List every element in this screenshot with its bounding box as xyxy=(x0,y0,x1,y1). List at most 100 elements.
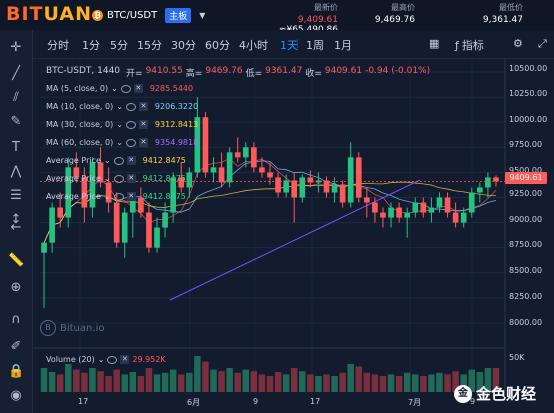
close-icon[interactable]: ✕ xyxy=(133,84,143,93)
fullscreen-icon[interactable]: ⤢ xyxy=(538,37,547,50)
chevron-down-icon[interactable]: ⌄ xyxy=(97,355,105,364)
close-icon[interactable]: ✕ xyxy=(138,120,148,129)
brand-logo[interactable]: BITUAN xyxy=(6,3,92,25)
eye-icon[interactable] xyxy=(125,120,136,129)
close-icon[interactable]: ✕ xyxy=(138,138,148,147)
measure-icon[interactable]: ↕ xyxy=(10,212,22,227)
ma-line-60 xyxy=(169,179,421,301)
divider xyxy=(297,39,298,50)
eye-icon[interactable] xyxy=(113,156,124,165)
ruler-icon[interactable]: 📏 xyxy=(8,253,25,268)
volume-bar xyxy=(266,376,274,392)
pencil-icon[interactable]: ✎ xyxy=(10,114,22,129)
candle-body xyxy=(396,207,402,218)
chevron-down-icon[interactable]: ⌄ xyxy=(111,84,118,93)
eye-icon[interactable] xyxy=(113,192,124,201)
legend-avg1[interactable]: Average Price ⌄ ✕ 9412.8475 xyxy=(46,156,186,165)
volume-bar xyxy=(161,372,169,392)
legend-ma30[interactable]: MA (30, close, 0) ⌄ ✕ 9312.8413 xyxy=(46,120,198,129)
symbol-label: BTC-USDT, 1440 xyxy=(46,66,121,76)
tf-15min[interactable]: 15分 xyxy=(137,39,162,52)
close-icon[interactable]: ✕ xyxy=(138,102,148,111)
volume-legend[interactable]: Volume (20) ⌄ ✕ 29.952K xyxy=(46,355,166,364)
open-label: 开= xyxy=(126,69,143,79)
pair-selector[interactable]: ₿ BTC/USDT 主板 ▼ xyxy=(92,8,205,23)
candle-body xyxy=(41,242,47,253)
candle-body xyxy=(65,167,72,218)
eye-icon[interactable] xyxy=(113,174,124,183)
tf-30min[interactable]: 30分 xyxy=(171,39,196,52)
candle-body xyxy=(81,177,88,208)
volume-bar xyxy=(290,368,298,392)
price-tick: 9750.00 xyxy=(509,140,543,149)
tf-5min[interactable]: 5分 xyxy=(110,39,128,52)
chart-type-icon[interactable]: ▦ xyxy=(429,37,440,50)
chevron-down-icon[interactable]: ⌄ xyxy=(103,174,111,183)
text-icon[interactable]: T xyxy=(12,140,20,155)
fib-icon[interactable]: ☰ xyxy=(10,188,22,203)
tf-4h[interactable]: 4小时 xyxy=(239,39,268,52)
close-icon[interactable]: ✕ xyxy=(126,174,136,183)
tf-1d[interactable]: 1天 xyxy=(280,39,298,52)
eye-icon[interactable] xyxy=(125,138,136,147)
close-icon[interactable]: ✕ xyxy=(126,192,136,201)
magnet-icon[interactable]: ∩ xyxy=(11,312,21,327)
volume-bar xyxy=(65,364,72,392)
open-value: 9410.55 xyxy=(145,66,183,76)
legend-ma5[interactable]: MA (5, close, 0) ⌄ ✕ 9285.5440 xyxy=(46,84,193,93)
candle-body xyxy=(460,212,467,223)
candle-body xyxy=(485,177,491,188)
trendline-icon[interactable]: ╱ xyxy=(12,66,20,81)
low-label: 低= xyxy=(245,69,263,79)
close-icon[interactable]: ✕ xyxy=(126,156,136,165)
high-value: 9469.76 xyxy=(205,66,243,76)
chevron-down-icon[interactable]: ⌄ xyxy=(116,120,123,129)
pattern-icon[interactable]: ⋀ xyxy=(10,164,22,179)
candle-body xyxy=(331,184,338,193)
eye-icon[interactable] xyxy=(120,84,131,93)
legend-ma60[interactable]: MA (60, close, 0) ⌄ ✕ 9354.9818 xyxy=(46,138,198,147)
volume-label: Volume (20) xyxy=(46,355,95,364)
indicator-button[interactable]: ƒ 指标 xyxy=(455,37,484,53)
lock-icon[interactable]: 🔒 xyxy=(8,364,25,379)
eye-icon[interactable] xyxy=(125,102,136,111)
volume-bar xyxy=(56,374,64,392)
zoom-in-icon[interactable]: ⊕ xyxy=(10,280,22,295)
legend-avg3[interactable]: Average Price ⌄ ✕ 9412.8475 xyxy=(46,192,186,201)
lock-drawing-icon[interactable]: ✐ xyxy=(10,339,22,354)
bitcoin-icon: ₿ xyxy=(92,10,103,21)
tf-1m[interactable]: 1月 xyxy=(334,39,352,52)
candle-body xyxy=(202,117,209,173)
chevron-down-icon[interactable]: ⌄ xyxy=(103,156,111,165)
candle-body xyxy=(57,207,63,218)
price-tick: 9000.00 xyxy=(509,215,543,224)
tf-tick[interactable]: 分时 xyxy=(47,39,69,52)
legend-label: MA (5, close, 0) xyxy=(46,84,109,93)
parallel-lines-icon[interactable]: ⫽ xyxy=(13,90,19,105)
legend-avg2[interactable]: Average Price ⌄ ✕ 9412.8475 xyxy=(46,174,186,183)
volume-bar xyxy=(169,369,177,392)
bituan-icon: B xyxy=(40,320,56,336)
eye-icon[interactable]: ◉ xyxy=(10,388,22,403)
candle-body xyxy=(444,197,451,213)
stat-low: 最低价 9,361.47 xyxy=(478,2,523,25)
settings-icon[interactable]: ⚙ xyxy=(513,37,523,50)
back-arrow-icon[interactable]: ← xyxy=(10,220,22,235)
close-icon[interactable]: ✕ xyxy=(120,355,130,364)
tf-60min[interactable]: 60分 xyxy=(205,39,230,52)
eye-icon[interactable] xyxy=(107,355,118,364)
chevron-down-icon[interactable]: ⌄ xyxy=(103,192,111,201)
volume-bar xyxy=(194,356,201,392)
crosshair-icon[interactable]: ✛ xyxy=(10,40,22,55)
stat-latest-label: 最新价 xyxy=(314,3,338,12)
price-tick: 9250.00 xyxy=(509,189,543,198)
jinse-brand-text: 金色财经 xyxy=(476,385,537,403)
chevron-down-icon[interactable]: ⌄ xyxy=(116,138,123,147)
tf-1min[interactable]: 1分 xyxy=(82,39,100,52)
tf-1w[interactable]: 1周 xyxy=(306,39,324,52)
chevron-down-icon[interactable]: ⌄ xyxy=(116,102,123,111)
legend-ma10[interactable]: MA (10, close, 0) ⌄ ✕ 9206.3220 xyxy=(46,102,198,111)
candle-body xyxy=(315,180,322,183)
candle-body xyxy=(154,227,160,248)
